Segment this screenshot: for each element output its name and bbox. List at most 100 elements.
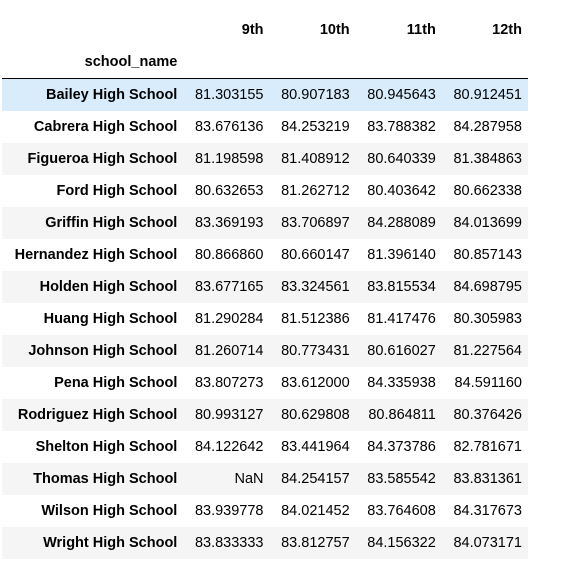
table-cell: 83.833333 <box>194 534 264 551</box>
table-cell: 80.403642 <box>367 182 436 199</box>
table-row: Rodriguez High School 80.993127 80.629808 8… <box>2 398 528 431</box>
table-cell: 84.253219 <box>281 118 350 135</box>
table-cell: 81.303155 <box>194 86 264 103</box>
table-cell: 80.305983 <box>453 310 522 327</box>
table-cell: 84.122642 <box>194 438 264 455</box>
row-index-school-name: Shelton High School <box>35 438 178 455</box>
index-name-filler <box>441 46 528 79</box>
table-cell: 80.993127 <box>194 406 264 423</box>
table-cell: 81.512386 <box>281 310 350 327</box>
row-index-school-name: Wilson High School <box>41 502 178 519</box>
table-cell: 80.629808 <box>281 406 350 423</box>
table-row: Hernandez High School 80.866860 80.660147 8… <box>2 238 528 271</box>
column-header: 11th <box>406 22 436 38</box>
table-cell: 80.864811 <box>368 406 436 423</box>
row-index-school-name: Ford High School <box>56 182 178 199</box>
table-cell: 81.384863 <box>453 150 522 167</box>
table-cell: 83.677165 <box>194 278 264 295</box>
table-row: Bailey High School 81.303155 80.907183 80.9… <box>2 78 528 111</box>
table-cell: 84.254157 <box>281 470 350 487</box>
row-index-school-name: Pena High School <box>54 374 178 391</box>
table-cell: 81.396140 <box>367 246 436 263</box>
table-cell: 80.866860 <box>194 246 264 263</box>
table-cell: 84.317673 <box>453 502 522 519</box>
table-cell: 80.857143 <box>453 246 522 263</box>
table-row: Pena High School 83.807273 83.612000 84.335… <box>2 366 528 399</box>
table-cell: 80.662338 <box>453 182 522 199</box>
table-cell: 84.021452 <box>281 502 350 519</box>
row-index-school-name: Johnson High School <box>28 342 178 359</box>
table-row: Griffin High School 83.369193 83.706897 84.… <box>2 206 528 239</box>
table-body: Bailey High School 81.303155 80.907183 80.9… <box>2 78 528 559</box>
table-cell: 84.591160 <box>454 374 522 391</box>
row-index-school-name: Bailey High School <box>46 86 178 103</box>
table-cell: 84.335938 <box>367 374 436 391</box>
table-cell: 83.369193 <box>194 214 264 231</box>
table-row: Wilson High School 83.939778 84.021452 83.7… <box>2 494 528 527</box>
row-index-school-name: Hernandez High School <box>14 246 178 263</box>
column-header: 12th <box>492 22 522 38</box>
table-cell: 80.945643 <box>367 86 436 103</box>
index-name-header: school_name <box>2 46 184 79</box>
table-header: 9th 10th 11th 12th school_name <box>2 14 528 79</box>
table-cell: 83.706897 <box>281 214 350 231</box>
table-row: Shelton High School 84.122642 83.441964 84.… <box>2 430 528 463</box>
table-cell: 81.417476 <box>367 310 436 327</box>
table-cell: 83.764608 <box>367 502 436 519</box>
table-cell: 84.073171 <box>453 534 522 551</box>
row-index-school-name: Holden High School <box>39 278 178 295</box>
table-cell: 81.227564 <box>453 342 522 359</box>
table-cell: 81.408912 <box>281 150 350 167</box>
table-cell: 82.781671 <box>453 438 522 455</box>
row-index-school-name: Rodriguez High School <box>17 406 178 423</box>
table-cell: 83.676136 <box>194 118 264 135</box>
table-cell: 80.773431 <box>281 342 350 359</box>
table-cell: 84.373786 <box>367 438 436 455</box>
table-cell: 80.640339 <box>367 150 436 167</box>
index-name-filler <box>269 46 356 79</box>
table-cell: 83.812757 <box>281 534 350 551</box>
row-index-school-name: Wright High School <box>43 534 178 551</box>
table-row: Cabrera High School 83.676136 84.253219 83.… <box>2 110 528 143</box>
table-cell: 83.807273 <box>194 374 264 391</box>
table-cell: 81.260714 <box>194 342 264 359</box>
row-index-school-name: Figueroa High School <box>27 150 178 167</box>
table-cell: 84.013699 <box>453 214 522 231</box>
row-index-school-name: Cabrera High School <box>33 118 178 135</box>
column-header: 9th <box>241 22 264 38</box>
table-cell: 84.287958 <box>453 118 522 135</box>
table-row: Thomas High School NaN 84.254157 83.585542 8… <box>2 462 528 495</box>
table-cell: NaN <box>234 470 264 487</box>
dataframe-table: 9th 10th 11th 12th school_name Bailey Hi… <box>2 14 528 559</box>
index-name-row: school_name <box>2 46 528 79</box>
table-cell: 80.616027 <box>367 342 436 359</box>
table-row: Ford High School 80.632653 81.262712 80.403… <box>2 174 528 207</box>
row-index-school-name: Huang High School <box>43 310 178 327</box>
table-row: Figueroa High School 81.198598 81.408912 80… <box>2 142 528 175</box>
table-cell: 80.912451 <box>453 86 522 103</box>
table-row: Johnson High School 81.260714 80.773431 80.… <box>2 334 528 367</box>
table-cell: 83.441964 <box>281 438 350 455</box>
table-cell: 81.290284 <box>194 310 264 327</box>
table-cell: 83.612000 <box>281 374 350 391</box>
index-name-filler <box>183 46 270 79</box>
table-row: Huang High School 81.290284 81.512386 81.41… <box>2 302 528 335</box>
column-header-row: 9th 10th 11th 12th <box>2 14 528 46</box>
table-cell: 84.156322 <box>367 534 436 551</box>
table-cell: 80.632653 <box>194 182 264 199</box>
table-cell: 84.698795 <box>453 278 522 295</box>
table-cell: 81.262712 <box>281 182 350 199</box>
index-name-filler <box>355 46 442 79</box>
table-cell: 83.324561 <box>281 278 350 295</box>
column-header: 10th <box>319 22 350 38</box>
table-cell: 83.831361 <box>453 470 522 487</box>
row-index-school-name: Thomas High School <box>33 470 178 487</box>
table-cell: 83.939778 <box>194 502 264 519</box>
table-cell: 80.376426 <box>453 406 522 423</box>
table-cell: 84.288089 <box>367 214 436 231</box>
table-cell: 83.585542 <box>367 470 436 487</box>
row-index-school-name: Griffin High School <box>45 214 178 231</box>
table-cell: 81.198598 <box>194 150 264 167</box>
table-cell: 80.907183 <box>281 86 350 103</box>
